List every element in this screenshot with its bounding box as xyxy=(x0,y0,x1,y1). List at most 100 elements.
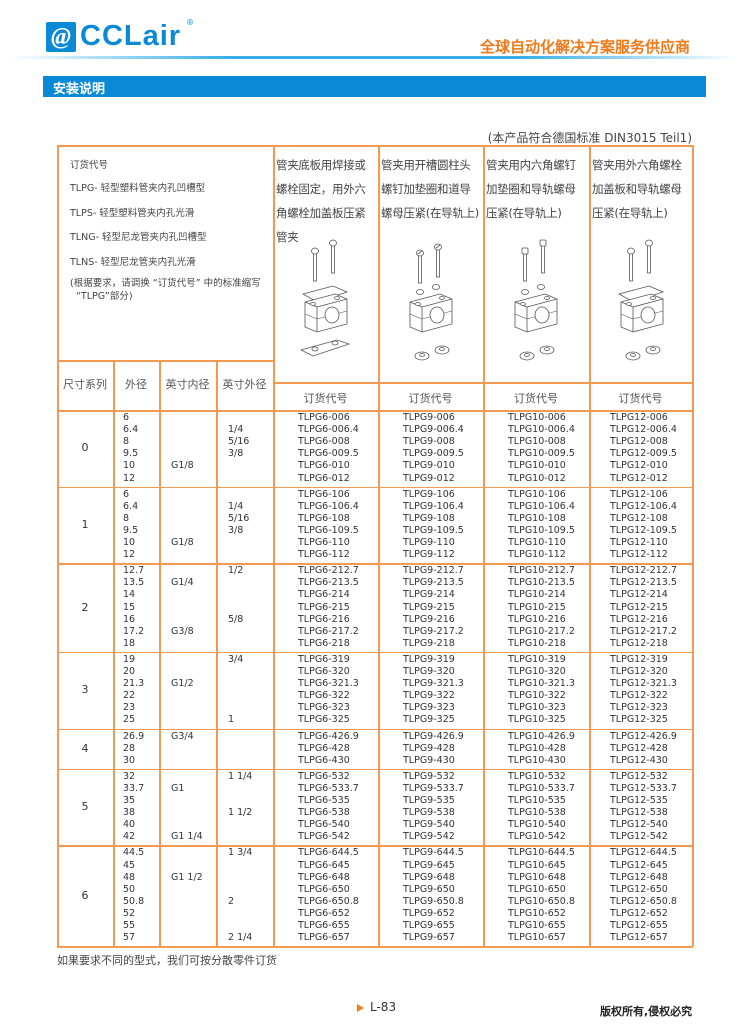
od-value: 50.8 xyxy=(123,895,145,907)
order-code: TLPG10-540 xyxy=(508,819,566,831)
order-code: TLPG10-214 xyxy=(508,589,566,601)
bore-value: G1 1/4 xyxy=(171,831,203,843)
order-code: TLPG6-319 xyxy=(298,653,350,665)
order-code: TLPG6-216 xyxy=(298,613,350,625)
order-code: TLPG9-430 xyxy=(403,754,455,766)
order-code: TLPG6-532 xyxy=(298,770,350,782)
od-value: 20 xyxy=(123,666,136,677)
order-code: TLPG6-008 xyxy=(298,436,350,448)
od-value: 8 xyxy=(123,436,130,448)
od-value: 6.4 xyxy=(123,500,139,512)
legend-item: TLNS- 轻型尼龙管夹内孔光滑 xyxy=(70,256,196,268)
od-value: 9.5 xyxy=(123,448,139,460)
od-value: 57 xyxy=(123,932,136,944)
column-header: 英寸外径 xyxy=(222,378,267,391)
od-value: 12 xyxy=(123,549,136,561)
order-code: TLPG6-538 xyxy=(298,807,350,819)
order-code: TLPG10-109.5 xyxy=(508,524,575,536)
size-series: 1 xyxy=(81,517,89,531)
logo-mark: @ xyxy=(46,22,76,52)
order-code: TLPG9-322 xyxy=(403,690,455,702)
order-code: TLPG9-650.8 xyxy=(403,895,464,907)
order-code: TLPG10-655 xyxy=(508,920,566,931)
order-code: TLPG10-106.4 xyxy=(508,500,575,512)
od-value: 40 xyxy=(123,819,136,831)
order-code: TLPG10-319 xyxy=(508,653,566,665)
order-code: TLPG6-321.3 xyxy=(298,678,359,690)
registered-mark: ® xyxy=(186,18,194,27)
order-code: TLPG12-652 xyxy=(610,907,668,919)
code-header: 订货代号 xyxy=(618,392,663,405)
order-code: TLPG9-542 xyxy=(403,831,455,843)
order-code: TLPG12-325 xyxy=(610,714,668,726)
order-code: TLPG9-533.7 xyxy=(403,782,464,794)
order-code: TLPG12-108 xyxy=(610,512,668,524)
order-code: TLPG10-645 xyxy=(508,859,566,871)
order-code: TLPG9-657 xyxy=(403,932,455,944)
order-code: TLPG12-110 xyxy=(610,537,668,548)
order-code: TLPG9-535 xyxy=(403,795,455,806)
order-code: TLPG9-214 xyxy=(403,589,455,601)
section-bar: 安装说明 xyxy=(43,76,706,97)
order-code: TLPG9-325 xyxy=(403,714,455,726)
order-code: TLPG9-323 xyxy=(403,702,455,714)
order-code: TLPG12-655 xyxy=(610,920,668,931)
weld-plate-clamp-assembly-icon xyxy=(275,232,377,380)
order-code: TLPG10-657 xyxy=(508,932,566,944)
od-value: 26.9 xyxy=(123,730,145,742)
order-code: TLPG9-218 xyxy=(403,637,455,649)
order-code: TLPG9-532 xyxy=(403,770,455,782)
order-code: TLPG12-323 xyxy=(610,702,668,714)
od-value: 30 xyxy=(123,754,136,766)
order-code: TLPG6-212.7 xyxy=(298,565,359,577)
order-code: TLPG9-655 xyxy=(403,920,455,931)
inch-od-value: 1 xyxy=(228,714,235,726)
order-code: TLPG12-430 xyxy=(610,754,668,766)
order-code: TLPG12-214 xyxy=(610,589,668,601)
order-code: TLPG6-535 xyxy=(298,795,350,806)
table-rule xyxy=(57,145,59,947)
order-code: TLPG6-106.4 xyxy=(298,500,359,512)
od-value: 6.4 xyxy=(123,424,139,436)
od-value: 9.5 xyxy=(123,524,139,536)
order-code: TLPG6-112 xyxy=(298,549,350,561)
order-code: TLPG10-532 xyxy=(508,770,566,782)
od-value: 14 xyxy=(123,589,136,601)
inch-od-value: 2 1/4 xyxy=(228,932,253,944)
order-code: TLPG10-428 xyxy=(508,742,566,754)
table-rule xyxy=(589,145,591,947)
order-code: TLPG6-430 xyxy=(298,754,350,766)
header-divider xyxy=(10,56,740,59)
order-code: TLPG10-323 xyxy=(508,702,566,714)
order-code: TLPG12-428 xyxy=(610,742,668,754)
order-code: TLPG9-648 xyxy=(403,871,455,883)
order-code: TLPG9-428 xyxy=(403,742,455,754)
inch-od-value: 5/16 xyxy=(228,436,250,448)
bottom-note: 如果要求不同的型式，我们可按分散零件订货 xyxy=(57,954,277,967)
order-code: TLPG6-213.5 xyxy=(298,577,359,589)
table-rule xyxy=(57,946,693,948)
order-code: TLPG6-322 xyxy=(298,690,350,702)
order-code: TLPG12-648 xyxy=(610,871,668,883)
od-value: 12.7 xyxy=(123,565,145,577)
order-code: TLPG6-650 xyxy=(298,883,350,895)
table-rule xyxy=(57,145,693,147)
order-code: TLPG6-644.5 xyxy=(298,847,359,859)
order-code: TLPG9-320 xyxy=(403,666,455,677)
legend-title: 订货代号 xyxy=(70,160,109,171)
order-code: TLPG9-106.4 xyxy=(403,500,464,512)
order-code: TLPG12-540 xyxy=(610,819,668,831)
order-code: TLPG12-106 xyxy=(610,488,668,500)
order-code: TLPG12-216 xyxy=(610,613,668,625)
mount-type-description: 管夹用开槽圆柱头螺钉加垫圈和道导螺母压紧(在导轨上) xyxy=(381,158,479,220)
order-code: TLPG6-325 xyxy=(298,714,350,726)
column-header: 尺寸系列 xyxy=(63,378,107,391)
order-code: TLPG10-430 xyxy=(508,754,566,766)
code-header: 订货代号 xyxy=(514,392,558,405)
order-code: TLPG10-006.4 xyxy=(508,424,575,436)
socket-screw-rail-clamp-assembly-icon xyxy=(485,232,587,380)
order-code: TLPG9-010 xyxy=(403,460,455,472)
order-code: TLPG12-212.7 xyxy=(610,565,677,577)
column-header: 外径 xyxy=(125,378,147,391)
inch-od-value: 3/8 xyxy=(228,524,244,536)
